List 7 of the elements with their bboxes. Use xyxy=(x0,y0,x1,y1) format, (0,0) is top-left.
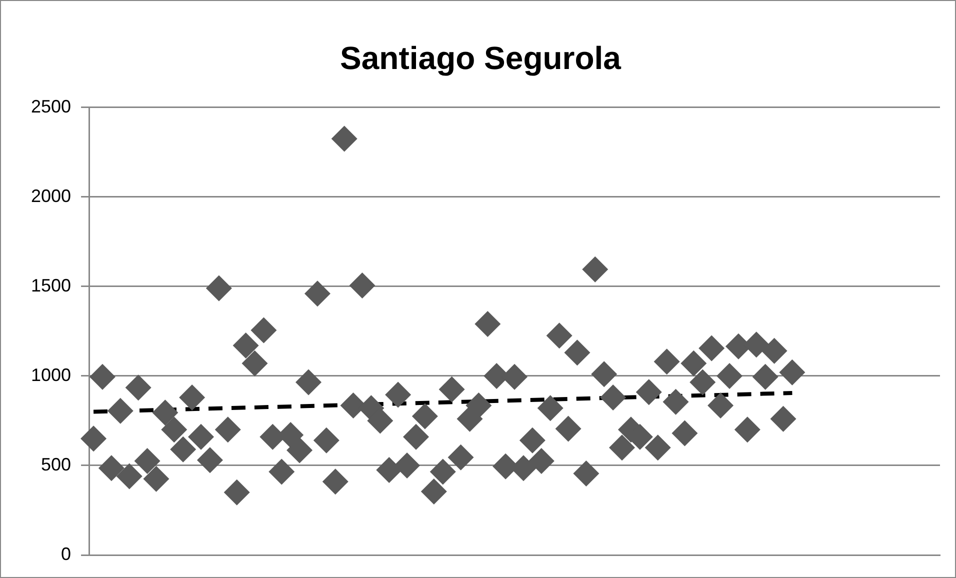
y-tick-label: 2000 xyxy=(30,186,72,206)
y-tick-label: 0 xyxy=(61,544,72,564)
y-tick-label: 500 xyxy=(40,454,72,474)
chart-title: Santiago Segurola xyxy=(340,40,622,76)
y-tick-label: 2500 xyxy=(30,96,72,116)
y-tick-label: 1500 xyxy=(30,275,72,296)
y-tick-label: 1000 xyxy=(30,364,72,385)
